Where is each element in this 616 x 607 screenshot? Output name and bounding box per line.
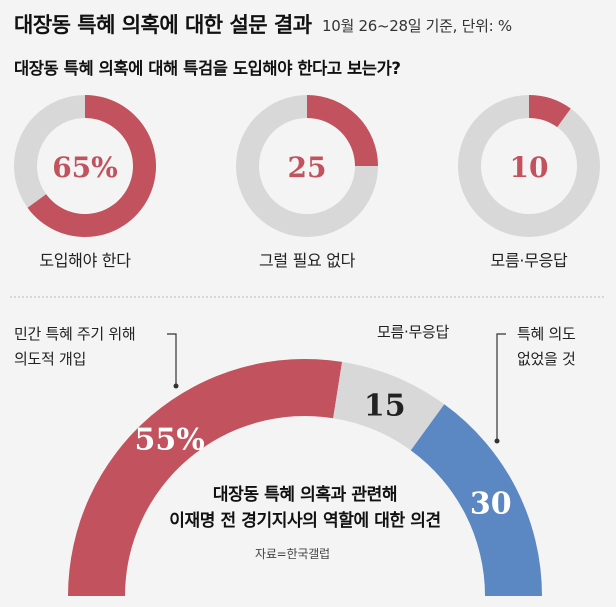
donut-slice [27,95,156,238]
arc-value-3: 30 [470,486,512,521]
arc-segment-1 [68,359,343,596]
arc-caption-line2: 이재명 전 경기지사의 역할에 대한 의견 [169,511,441,531]
arc-annotation-blue: 특혜 의도 없었을 것 [517,322,576,372]
page-title: 대장동 특혜 의혹에 대한 설문 결과 [14,13,312,37]
arc-segment-2 [333,361,445,451]
donut-3: 10 [457,94,601,238]
donut-value: 10 [510,151,549,184]
donut-value: 65% [52,151,118,184]
arc-annotation-red-line2: 의도적 개입 [14,350,86,368]
arc-value-2: 15 [364,388,406,423]
donut-track [457,94,601,238]
leader-dot-blue [494,438,500,444]
arc-annotation-gray-line1: 모름·무응답 [377,323,449,341]
donut-2: 25 [236,95,378,237]
arc-segment-3 [410,404,542,596]
arc-annotation-blue-line1: 특혜 의도 [517,325,576,343]
leader-line-blue [496,333,506,441]
arc-annotation-blue-line2: 없었을 것 [517,350,576,368]
arc-caption-line1: 대장동 특혜 의혹과 관련해 [212,485,398,505]
arc-caption: 대장동 특혜 의혹과 관련해 이재명 전 경기지사의 역할에 대한 의견 [105,482,505,534]
arc-annotation-red-line1: 민간 특혜 주기 위해 [14,325,136,343]
arc-annotation-red: 민간 특혜 주기 위해 의도적 개입 [14,322,136,372]
leader-line-red [167,333,177,386]
donut-label-2: 그럴 필요 없다 [258,251,356,270]
survey-question: 대장동 특혜 의혹에 대해 특검을 도입해야 한다고 보는가? [14,59,401,78]
donut-label-1: 도입해야 한다 [39,251,131,270]
donut-slice [307,95,378,166]
donut-slice [529,95,571,128]
donut-1: 65% [14,95,156,238]
leader-dot-red [173,383,179,389]
arc-value-1: 55% [134,422,204,457]
donut-value: 25 [288,151,327,184]
donut-label-3: 모름·무응답 [490,251,568,270]
arc-annotation-gray: 모름·무응답 [377,320,449,345]
source-note: 자료=한국갤럽 [255,547,330,561]
date-unit-note: 10월 26~28일 기준, 단위: % [322,17,512,35]
